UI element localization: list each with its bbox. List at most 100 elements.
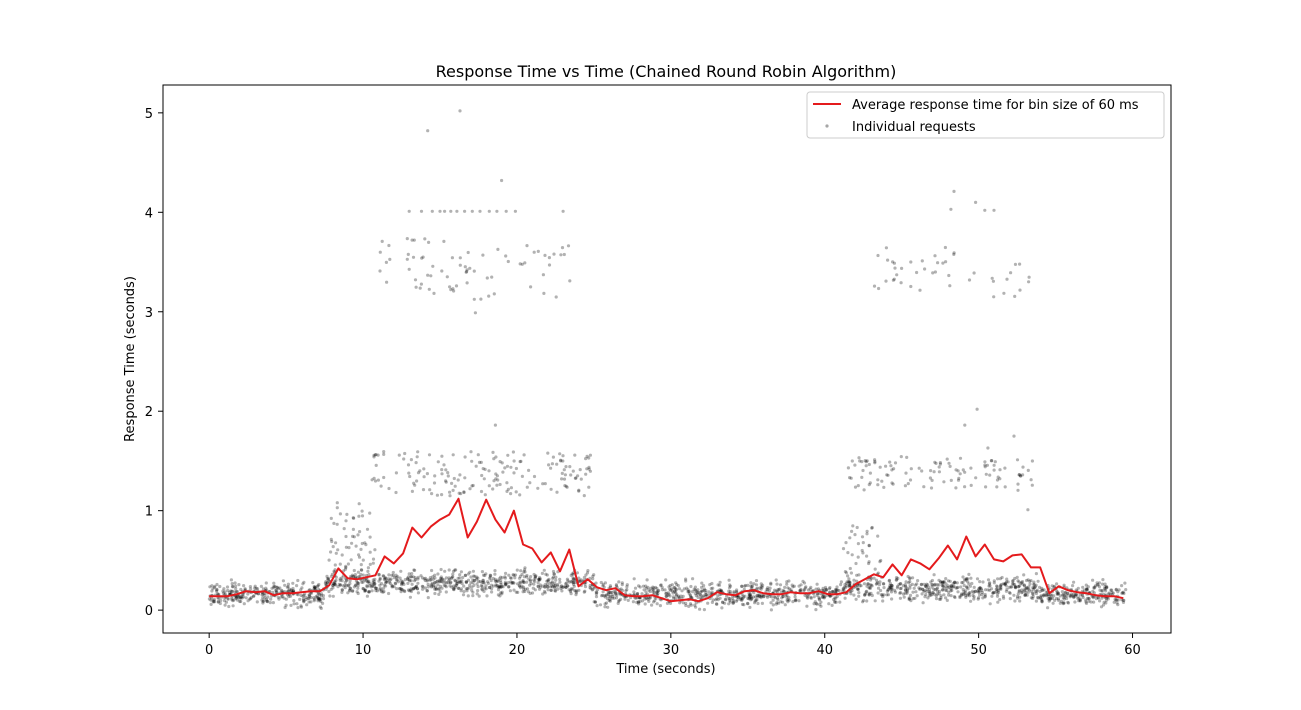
request-point bbox=[983, 594, 987, 598]
request-point bbox=[988, 581, 992, 585]
request-point bbox=[504, 583, 508, 587]
request-point bbox=[449, 580, 453, 584]
request-point bbox=[275, 585, 279, 590]
request-point bbox=[766, 588, 770, 592]
request-point bbox=[406, 252, 410, 256]
request-point bbox=[814, 587, 818, 591]
request-point bbox=[388, 578, 392, 582]
request-point bbox=[332, 521, 336, 526]
request-point bbox=[931, 591, 935, 595]
request-point bbox=[775, 596, 780, 600]
request-point bbox=[655, 602, 659, 606]
request-point bbox=[226, 597, 230, 601]
request-point bbox=[229, 589, 233, 593]
request-point bbox=[591, 574, 595, 578]
request-point bbox=[271, 590, 275, 595]
request-point bbox=[666, 593, 670, 598]
request-point bbox=[728, 584, 733, 588]
request-point bbox=[986, 588, 990, 592]
request-point bbox=[231, 589, 235, 593]
request-point bbox=[899, 281, 903, 285]
request-point bbox=[443, 584, 447, 588]
request-point bbox=[865, 599, 869, 603]
request-point bbox=[1023, 593, 1027, 597]
request-point bbox=[848, 581, 852, 585]
request-point bbox=[756, 593, 760, 598]
request-point bbox=[296, 606, 300, 610]
request-point bbox=[714, 602, 719, 606]
request-point bbox=[992, 579, 996, 583]
request-point bbox=[365, 527, 370, 531]
request-point bbox=[809, 585, 813, 590]
request-point bbox=[862, 582, 867, 586]
request-point bbox=[1104, 596, 1108, 600]
request-point bbox=[505, 481, 509, 485]
request-point bbox=[855, 525, 859, 530]
request-point bbox=[601, 582, 605, 587]
request-point bbox=[998, 468, 1002, 472]
request-point bbox=[421, 255, 425, 259]
request-point bbox=[1056, 592, 1060, 596]
request-point bbox=[614, 584, 619, 588]
request-point bbox=[866, 582, 870, 586]
request-point bbox=[742, 603, 746, 607]
request-point bbox=[963, 591, 968, 595]
request-point bbox=[553, 585, 557, 589]
request-point bbox=[532, 474, 537, 479]
request-point bbox=[500, 584, 504, 588]
request-point bbox=[1041, 594, 1045, 598]
request-point bbox=[693, 585, 698, 589]
request-point bbox=[529, 575, 533, 579]
request-point bbox=[948, 585, 952, 589]
request-point bbox=[491, 487, 495, 491]
request-point bbox=[476, 589, 480, 593]
request-point bbox=[1097, 585, 1101, 589]
request-point bbox=[231, 604, 235, 608]
request-point bbox=[1078, 599, 1082, 603]
request-point bbox=[872, 284, 877, 288]
request-point bbox=[872, 576, 876, 580]
request-point bbox=[344, 519, 348, 523]
request-point bbox=[225, 585, 230, 589]
request-point bbox=[939, 596, 943, 600]
request-point bbox=[1092, 586, 1096, 590]
request-point bbox=[409, 588, 413, 593]
request-point bbox=[1025, 593, 1029, 597]
request-point bbox=[869, 578, 873, 582]
request-point bbox=[514, 490, 518, 494]
request-point bbox=[227, 590, 232, 595]
request-point bbox=[671, 595, 676, 599]
request-point bbox=[363, 588, 367, 592]
request-point bbox=[704, 593, 708, 597]
request-point bbox=[755, 598, 759, 602]
request-point bbox=[299, 604, 303, 608]
request-point bbox=[928, 590, 932, 595]
request-point bbox=[801, 579, 805, 584]
request-point bbox=[445, 581, 449, 585]
request-point bbox=[1103, 582, 1107, 586]
request-point bbox=[1113, 597, 1117, 602]
request-point bbox=[841, 547, 846, 551]
request-point bbox=[1085, 588, 1089, 592]
request-point bbox=[408, 579, 412, 583]
request-point bbox=[1107, 592, 1111, 596]
request-point bbox=[867, 586, 871, 590]
request-point bbox=[821, 586, 825, 591]
request-point bbox=[776, 588, 780, 592]
request-point bbox=[416, 471, 421, 475]
request-point bbox=[877, 286, 881, 291]
request-point bbox=[292, 599, 296, 603]
request-point bbox=[673, 586, 677, 590]
request-point bbox=[1116, 590, 1120, 594]
request-point bbox=[443, 580, 447, 585]
request-point bbox=[895, 578, 899, 582]
request-point bbox=[370, 589, 374, 593]
request-point bbox=[477, 460, 482, 464]
request-point bbox=[770, 595, 774, 599]
request-point bbox=[881, 595, 885, 599]
request-point bbox=[409, 579, 413, 583]
request-point bbox=[651, 587, 655, 592]
request-point bbox=[611, 594, 615, 599]
request-point bbox=[896, 576, 900, 581]
request-point bbox=[469, 581, 473, 585]
